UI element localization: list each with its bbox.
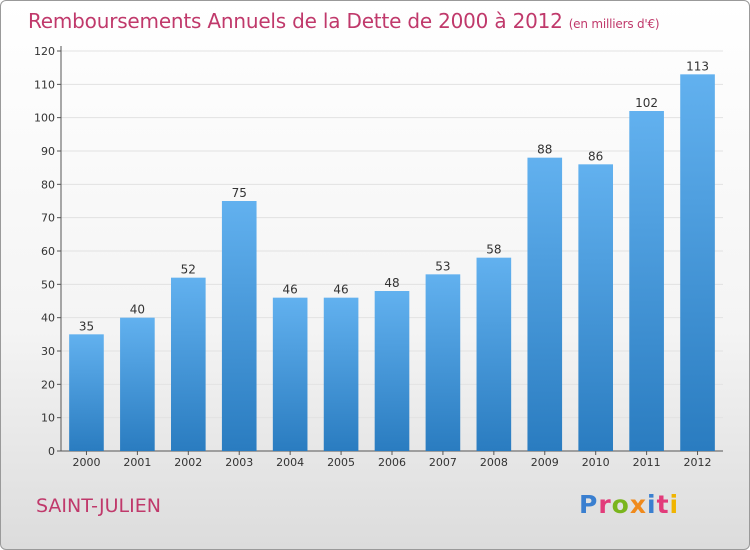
y-tick-label: 120 [34, 45, 55, 58]
y-tick-label: 110 [34, 78, 55, 91]
y-tick-label: 0 [48, 445, 55, 458]
y-tick-label: 40 [41, 312, 55, 325]
x-tick-label-2008: 2008 [480, 456, 508, 469]
value-label-2001: 40 [130, 303, 145, 317]
bar-2001 [120, 317, 155, 451]
value-label-2000: 35 [79, 319, 94, 333]
bar-2010 [578, 164, 614, 452]
logo-letter: i [669, 490, 680, 519]
x-tick-label-2009: 2009 [531, 456, 559, 469]
logo-letter: r [598, 490, 612, 519]
bar-2002 [170, 277, 206, 451]
x-tick-label-2007: 2007 [429, 456, 457, 469]
bar-2003 [221, 201, 257, 451]
logo-letter: x [629, 490, 647, 519]
value-label-2003: 75 [232, 186, 247, 200]
x-tick-label-2004: 2004 [276, 456, 304, 469]
bar-2007 [425, 274, 461, 451]
x-tick-label-2003: 2003 [225, 456, 253, 469]
x-tick-label-2005: 2005 [327, 456, 355, 469]
x-tick-label-2002: 2002 [174, 456, 202, 469]
logo-letter: t [656, 490, 670, 519]
proxiti-logo: Proxiti [579, 490, 679, 519]
logo-letter: P [579, 490, 599, 519]
bars [69, 74, 715, 452]
x-tick-label-2010: 2010 [582, 456, 610, 469]
chart-subtitle: (en milliers d'€) [568, 17, 660, 31]
logo-letter: i [647, 490, 657, 519]
y-tick-label: 90 [41, 145, 55, 158]
chart-title-text: Remboursements Annuels de la Dette de 20… [28, 9, 563, 33]
value-label-2010: 86 [588, 149, 603, 163]
bar-2009 [527, 157, 563, 451]
bar-2000 [69, 334, 104, 451]
value-labels: 35 40 52 75 46 46 48 53 58 88 86 102 113 [79, 59, 709, 333]
value-label-2005: 46 [333, 283, 348, 297]
value-label-2011: 102 [635, 96, 658, 110]
value-label-2004: 46 [283, 283, 298, 297]
bar-2006 [374, 291, 410, 451]
x-tick-label-2000: 2000 [72, 456, 100, 469]
y-tick-label: 50 [41, 278, 55, 291]
value-label-2009: 88 [537, 143, 552, 157]
value-label-2007: 53 [435, 259, 450, 273]
chart-title: Remboursements Annuels de la Dette de 20… [28, 9, 660, 33]
y-tick-label: 20 [41, 378, 55, 391]
y-tick-label: 80 [41, 178, 55, 191]
bar-2008 [476, 257, 512, 451]
bar-2005 [323, 297, 359, 451]
x-tick-label-2012: 2012 [684, 456, 712, 469]
value-label-2002: 52 [181, 263, 196, 277]
x-tick-label-2001: 2001 [123, 456, 151, 469]
x-tick-label-2011: 2011 [633, 456, 661, 469]
y-tick-label: 70 [41, 212, 55, 225]
value-label-2006: 48 [384, 276, 399, 290]
y-tick-label: 100 [34, 112, 55, 125]
bar-2004 [272, 297, 308, 451]
x-tick-label-2006: 2006 [378, 456, 406, 469]
value-label-2012: 113 [686, 59, 709, 73]
bar-2011 [629, 111, 664, 451]
place-name: SAINT-JULIEN [36, 495, 161, 517]
y-tick-label: 30 [41, 345, 55, 358]
logo-letter: o [611, 490, 630, 519]
bar-2012 [680, 74, 715, 451]
y-tick-label: 10 [41, 412, 55, 425]
axes: 0 10 20 30 40 50 60 70 80 90 100 110 120 2000 2001 2002… [34, 45, 723, 469]
value-label-2008: 58 [486, 243, 501, 257]
y-tick-label: 60 [41, 245, 55, 258]
